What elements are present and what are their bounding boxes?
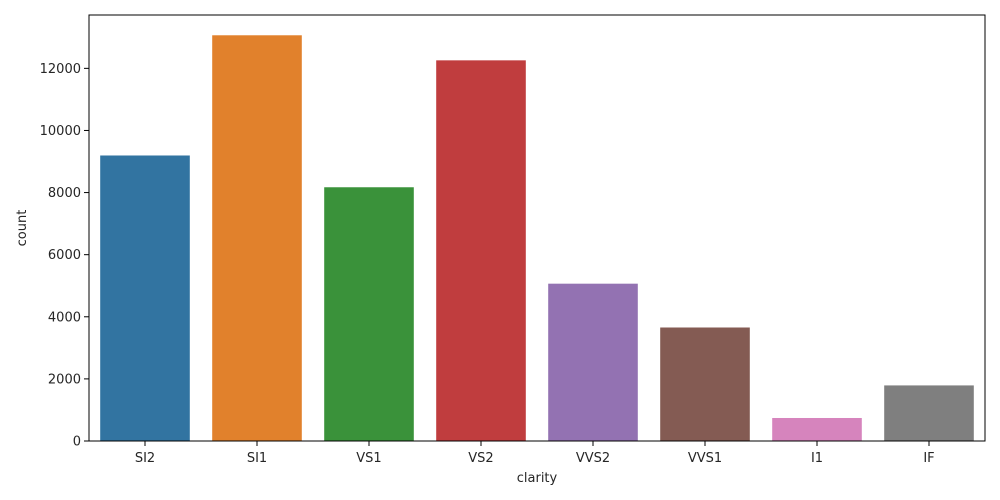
y-tick-label: 0 (73, 435, 81, 450)
bar-si1 (212, 35, 302, 441)
x-tick-label: SI2 (135, 451, 155, 466)
x-axis-ticks: SI2 SI1 VS1 VS2 VVS2 VVS1 I1 IF (135, 441, 935, 466)
bar-vvs1 (660, 327, 750, 441)
bar-si2 (100, 155, 190, 441)
y-tick-label: 8000 (48, 186, 81, 201)
bar-vs1 (324, 187, 414, 441)
y-tick-label: 12000 (40, 62, 81, 77)
y-axis-label: count (15, 210, 30, 247)
x-axis-label: clarity (517, 471, 558, 486)
bar-vs2 (436, 60, 526, 442)
bar-i1 (772, 417, 862, 441)
y-tick-label: 2000 (48, 372, 81, 387)
x-tick-label: VS2 (468, 451, 493, 466)
y-tick-label: 10000 (40, 124, 81, 139)
bar-vvs2 (548, 283, 638, 441)
bar-if (884, 385, 974, 441)
x-tick-label: VS1 (356, 451, 381, 466)
bars-group (100, 35, 974, 442)
x-tick-label: VVS2 (576, 451, 610, 466)
x-tick-label: I1 (811, 451, 823, 466)
y-axis-ticks: 0 2000 4000 6000 8000 10000 12000 (40, 62, 89, 450)
x-tick-label: SI1 (247, 451, 267, 466)
x-tick-label: IF (923, 451, 934, 466)
x-tick-label: VVS1 (688, 451, 722, 466)
y-tick-label: 4000 (48, 310, 81, 325)
plot-frame (88, 14, 986, 442)
y-tick-label: 6000 (48, 248, 81, 263)
